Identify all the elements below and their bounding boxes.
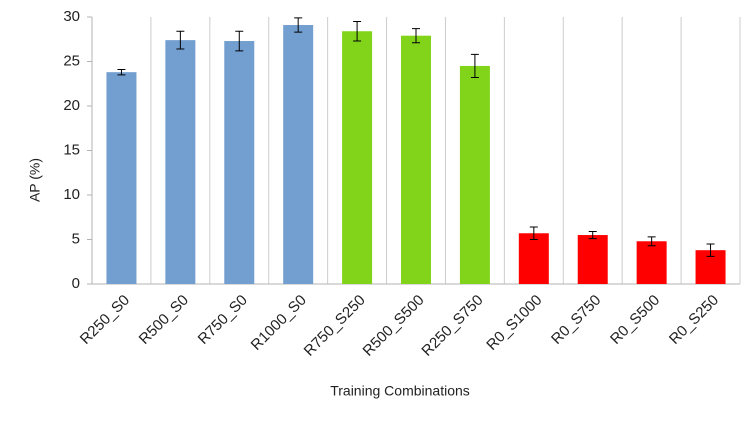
- bar: [577, 235, 608, 284]
- bar: [283, 25, 314, 284]
- bar: [401, 35, 431, 284]
- error-bar: [470, 53, 479, 79]
- bar: [459, 65, 490, 284]
- bar: [342, 31, 373, 284]
- x-tick-label: R250_S0: [77, 292, 133, 348]
- y-tick-label: 0: [72, 275, 80, 292]
- bar: [518, 233, 549, 284]
- x-tick-label: R750_S0: [195, 292, 251, 348]
- y-tick-label: 10: [63, 186, 80, 203]
- bar: [224, 41, 255, 284]
- x-tick-label: R0_S750: [548, 292, 604, 348]
- error-bar: [176, 30, 185, 50]
- x-tick-label: R0_S500: [607, 292, 663, 348]
- y-tick-label: 15: [63, 141, 80, 158]
- y-tick-label: 25: [63, 52, 80, 69]
- y-tick-label: 30: [63, 8, 80, 25]
- error-bar: [117, 69, 126, 76]
- x-tick-label: R250_S750: [418, 292, 486, 360]
- error-bar: [294, 17, 303, 33]
- x-tick-label: R0_S250: [666, 292, 722, 348]
- error-bar: [412, 28, 420, 44]
- bar: [165, 40, 196, 284]
- y-tick-label: 20: [63, 97, 80, 114]
- x-tick-label: R500_S0: [136, 292, 192, 348]
- x-tick-label: R1000_S0: [248, 292, 310, 354]
- x-axis-label: Training Combinations: [330, 383, 470, 399]
- error-bar: [588, 230, 597, 240]
- bar: [636, 241, 667, 284]
- error-bar: [235, 30, 244, 52]
- y-axis-label: AP (%): [27, 158, 43, 202]
- y-tick-label: 5: [72, 230, 80, 247]
- x-tick-label: R0_S1000: [483, 292, 545, 354]
- error-bar: [353, 20, 362, 42]
- bar: [106, 72, 137, 285]
- x-tick-label: R750_S250: [301, 292, 369, 360]
- error-bar: [647, 236, 656, 247]
- x-tick-label: R500_S500: [360, 292, 428, 360]
- error-bar: [706, 243, 715, 257]
- error-bar: [529, 226, 538, 240]
